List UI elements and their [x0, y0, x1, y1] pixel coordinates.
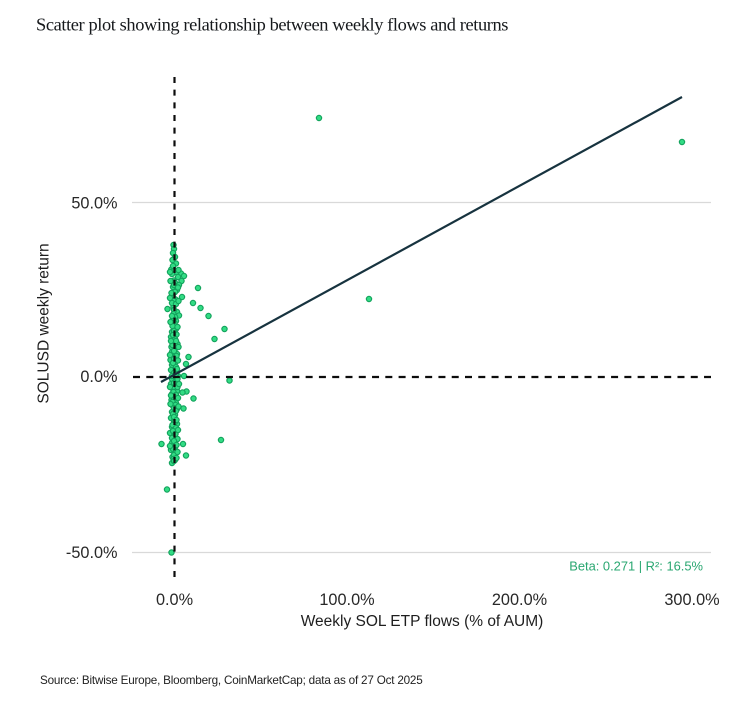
svg-text:200.0%: 200.0%	[492, 591, 547, 609]
svg-text:100.0%: 100.0%	[319, 591, 374, 609]
svg-text:SOLUSD weekly return: SOLUSD weekly return	[36, 243, 53, 403]
svg-text:300.0%: 300.0%	[664, 591, 719, 609]
svg-text:Weekly SOL ETP flows (% of AUM: Weekly SOL ETP flows (% of AUM)	[301, 613, 544, 630]
svg-text:0.0%: 0.0%	[80, 368, 117, 386]
svg-text:Scatter plot showing relations: Scatter plot showing relationship betwee…	[36, 15, 508, 35]
svg-text:-50.0%: -50.0%	[66, 544, 118, 562]
svg-text:50.0%: 50.0%	[71, 195, 117, 213]
svg-text:Beta: 0.271 | R²: 16.5%: Beta: 0.271 | R²: 16.5%	[569, 559, 703, 574]
svg-text:Source: Bitwise Europe, Bloomb: Source: Bitwise Europe, Bloomberg, CoinM…	[40, 674, 423, 687]
svg-text:0.0%: 0.0%	[156, 591, 193, 609]
